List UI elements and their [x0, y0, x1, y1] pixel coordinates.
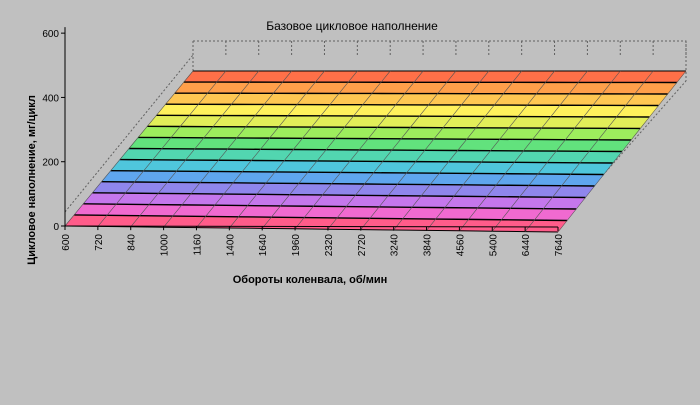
x-tick-label: 720	[94, 234, 105, 251]
x-tick-label: 6440	[521, 234, 532, 257]
x-tick-label: 3840	[423, 234, 434, 257]
x-tick-label: 2320	[324, 234, 335, 257]
x-tick-label: 600	[61, 234, 72, 251]
z-tick-label: 200	[42, 158, 59, 169]
x-tick-label: 3240	[390, 234, 401, 257]
z-tick-label: 600	[42, 29, 59, 40]
y-axis-label: Цикловое наполнение, мг/цикл	[26, 95, 38, 265]
contour-line	[175, 93, 668, 94]
z-tick-label: 400	[42, 93, 59, 104]
x-tick-label: 4560	[455, 234, 466, 257]
x-tick-label: 1160	[192, 234, 203, 256]
z-tick-label: 0	[53, 222, 59, 233]
x-tick-label: 1400	[225, 234, 236, 257]
x-tick-label: 5400	[488, 234, 499, 257]
x-tick-label: 1640	[258, 234, 269, 257]
x-tick-label: 2720	[357, 234, 368, 257]
x-tick-label: 1960	[291, 234, 302, 257]
x-tick-label: 7640	[554, 234, 565, 257]
x-axis-label: Обороты коленвала, об/мин	[233, 274, 388, 286]
x-tick-label: 840	[127, 234, 138, 251]
chart-title: Базовое цикловое наполнение	[266, 19, 438, 33]
x-tick-label: 1000	[160, 234, 171, 257]
